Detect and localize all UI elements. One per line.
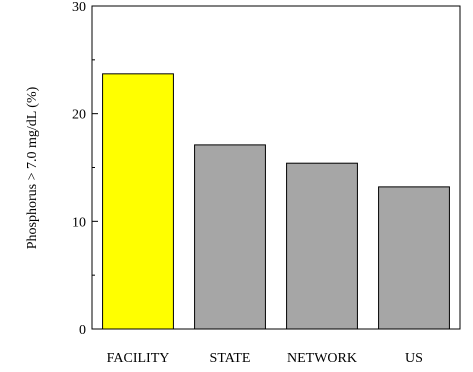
x-tick-label: FACILITY <box>107 351 170 366</box>
bar-network <box>286 162 358 330</box>
y-tick-label: 0 <box>79 323 86 338</box>
bar-us <box>378 186 450 330</box>
x-tick-label: US <box>405 351 423 366</box>
x-tick-label: STATE <box>210 351 251 366</box>
y-axis-label: Phosphorus > 7.0 mg/dL (%) <box>25 86 40 249</box>
y-tick-label: 10 <box>72 215 86 230</box>
x-tick-label: NETWORK <box>287 351 357 366</box>
y-tick-label: 20 <box>72 108 86 123</box>
bars-group <box>102 73 450 330</box>
bar-state <box>194 144 266 330</box>
y-tick-label: 30 <box>72 0 86 15</box>
y-axis: 0 10 20 30 <box>72 0 98 338</box>
bar-facility <box>102 73 174 330</box>
x-axis: FACILITY STATE NETWORK US <box>107 351 423 366</box>
